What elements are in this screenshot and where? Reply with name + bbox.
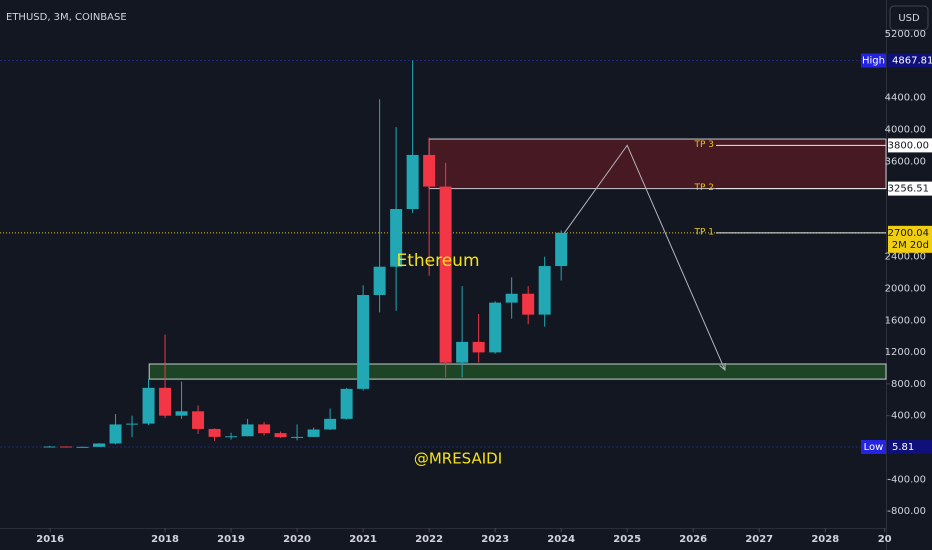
target-name: TP 1 [693, 227, 714, 237]
x-tick-label: 2027 [745, 534, 773, 545]
candle-body [423, 154, 436, 187]
y-tick-label: 1600.00 [885, 315, 926, 326]
x-tick-label: 2028 [811, 534, 839, 545]
x-tick-label: 2023 [481, 534, 509, 545]
y-tick-label: -800.00 [887, 506, 926, 517]
target-label: 3800.00 [888, 140, 929, 151]
x-tick-label: 2019 [217, 534, 245, 545]
y-tick-label: 1200.00 [885, 347, 926, 358]
candle-body [307, 429, 320, 437]
marker-label: 4867.81 [892, 56, 932, 67]
annotation: @MRESAIDI [414, 450, 502, 468]
y-tick-label: 4400.00 [885, 93, 926, 104]
candle-body [93, 443, 106, 447]
candle-body [159, 387, 172, 416]
marker-label: 5.81 [892, 442, 914, 453]
candle-body [357, 295, 370, 389]
target-name: TP 3 [693, 140, 714, 150]
last-price-label: 2700.04 [888, 228, 929, 239]
x-tick-label: 2018 [151, 534, 179, 545]
x-tick-label: 2020 [283, 534, 311, 545]
marker-label-box [888, 440, 932, 455]
candle-body [175, 411, 188, 416]
y-tick-label: -400.00 [887, 474, 926, 485]
x-tick-label: 20 [878, 534, 892, 545]
candle-body [489, 302, 502, 353]
marker-name-box [861, 53, 886, 68]
candle-body [126, 423, 139, 425]
currency-button[interactable] [889, 5, 929, 31]
marker-name: High [862, 56, 885, 67]
candle-body [456, 341, 469, 363]
candle-body [324, 418, 337, 430]
candle-body [538, 266, 551, 315]
candle-body [225, 436, 238, 438]
candle-body [258, 424, 271, 434]
x-tick-label: 2025 [613, 534, 641, 545]
chart-title: ETHUSD, 3M, COINBASE [6, 12, 127, 23]
x-tick-label: 2016 [36, 534, 64, 545]
candle-body [76, 446, 89, 448]
zone [428, 138, 887, 190]
candle-body [208, 428, 221, 437]
candle-body [109, 424, 122, 444]
candle-body [522, 293, 535, 315]
candle-body [439, 186, 452, 363]
candle-body [472, 341, 485, 353]
zone [148, 363, 887, 380]
y-tick-label: 5200.00 [885, 29, 926, 40]
target-label-box [888, 181, 932, 196]
candle-body [390, 208, 403, 267]
annotation: Ethereum [396, 251, 479, 271]
candle-body [340, 388, 353, 419]
candle-body [142, 387, 155, 424]
candle-body [274, 433, 287, 438]
marker-label-box [888, 53, 932, 68]
arrow-head [719, 362, 726, 372]
y-tick-label: 800.00 [891, 379, 926, 390]
x-tick-label: 2024 [547, 534, 575, 545]
projection-path [564, 144, 726, 371]
last-price-box [888, 225, 932, 253]
candle-body [373, 266, 386, 296]
candle-body [555, 232, 568, 267]
y-tick-label: 3600.00 [885, 156, 926, 167]
y-tick-label: 400.00 [891, 411, 926, 422]
target-label-box [888, 138, 932, 153]
plot-area [0, 60, 887, 448]
marker-name-box [861, 440, 886, 455]
x-tick-label: 2022 [415, 534, 443, 545]
candle-body [406, 154, 419, 209]
candle-body [241, 424, 254, 437]
candle-body [43, 446, 56, 448]
candle-body [192, 411, 205, 429]
x-tick-label: 2021 [349, 534, 377, 545]
candle-body [291, 436, 304, 438]
countdown: 2M 20d [892, 240, 929, 251]
y-tick-label: 4000.00 [885, 124, 926, 135]
y-tick-label: 2400.00 [885, 252, 926, 263]
candle-body [60, 446, 73, 448]
marker-name: Low [864, 442, 884, 453]
target-label: 3256.51 [888, 184, 929, 195]
target-name: TP 2 [693, 183, 714, 193]
candle-body [505, 293, 518, 303]
y-tick-label: 2000.00 [885, 283, 926, 294]
x-tick-label: 2026 [679, 534, 707, 545]
currency[interactable]: USD [898, 13, 920, 24]
